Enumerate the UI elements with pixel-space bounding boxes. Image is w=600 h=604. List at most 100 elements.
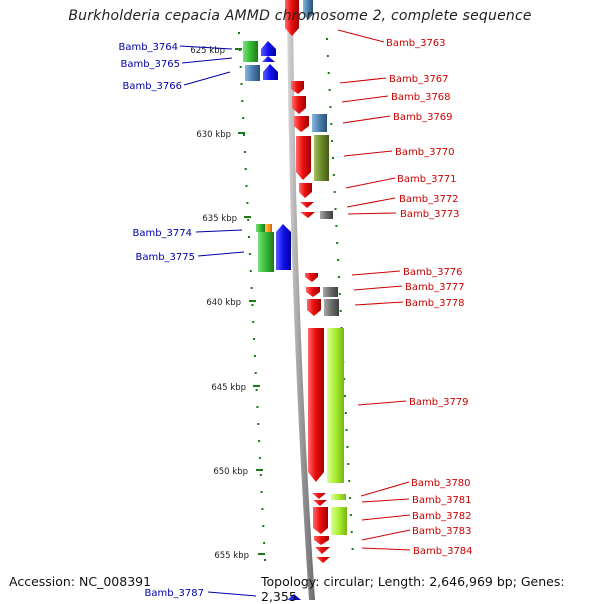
gene-bamb-3780[interactable] [312,493,326,499]
gene-label-bamb-3764[interactable]: Bamb_3764 [118,42,178,53]
tick-label: 645 kbp [211,383,246,393]
gene-label-bamb-3777[interactable]: Bamb_3777 [405,282,465,293]
gene-label-bamb-3774[interactable]: Bamb_3774 [132,228,192,239]
scale-dot [248,253,251,255]
gene-label-bamb-3771[interactable]: Bamb_3771 [397,174,457,185]
scale-dot [343,378,346,380]
gene-label-bamb-3782[interactable]: Bamb_3782 [412,511,472,522]
gene-bamb-3772[interactable] [300,202,314,208]
scale-dot [332,174,335,176]
accession-text: Accession: NC_008391 [9,574,152,589]
gene-labels: Bamb_3763 Bamb_3764 Bamb_3765 Bamb_3766 … [118,38,472,599]
gene-bamb-3778-match[interactable] [324,299,339,316]
scale-tick: 625 kbp [190,46,242,56]
gene-bamb-3764-match[interactable] [261,41,276,56]
gene-bamb-3777[interactable] [306,287,320,297]
gene-label-bamb-3784[interactable]: Bamb_3784 [413,546,473,557]
gene-bamb-3764[interactable] [243,41,258,62]
gene-label-bamb-3778[interactable]: Bamb_3778 [405,298,465,309]
scale-dot [350,531,353,533]
gene-bamb-3770[interactable] [296,136,311,180]
gene-bamb-3765[interactable] [262,56,275,62]
map-title: Burkholderia cepacia AMMD chromosome 2, … [68,8,532,24]
gene-bamb-3774-match[interactable] [265,224,272,234]
scale-dot [328,89,331,91]
gene-label-bamb-3768[interactable]: Bamb_3768 [391,92,451,103]
gene-bamb-3784-b[interactable] [316,557,330,563]
gene-bamb-3771[interactable] [299,183,312,198]
gene-bamb-3775[interactable] [258,232,274,272]
gene-label-bamb-3787[interactable]: Bamb_3787 [144,588,204,599]
scale-dot [338,293,341,295]
gene-bamb-3773-match[interactable] [320,211,333,219]
gene-bamb-3769-match[interactable] [312,114,327,132]
leader-lines [179,29,411,597]
scale-dot [333,191,336,193]
scale-dot [263,542,266,544]
tick-label: 640 kbp [206,298,241,308]
scale-dot [351,548,354,550]
scale-dot [258,440,261,442]
gene-bamb-3779[interactable] [308,328,324,482]
gene-bamb-3782-match[interactable] [331,507,347,535]
gene-label-bamb-3763[interactable]: Bamb_3763 [386,38,446,49]
gene-bamb-3774[interactable] [256,224,265,232]
scale-dot [243,134,245,136]
gene-bamb-3770-match[interactable] [314,135,329,181]
gene-label-bamb-3769[interactable]: Bamb_3769 [393,112,453,123]
gene-label-bamb-3767[interactable]: Bamb_3767 [389,74,449,85]
gene-label-bamb-3783[interactable]: Bamb_3783 [412,526,472,537]
scale-tick: 655 kbp [214,551,265,561]
gene-label-bamb-3766[interactable]: Bamb_3766 [122,81,182,92]
scale-dot [337,276,340,278]
scale-dot [250,287,253,289]
scale-dot [248,236,250,238]
scale-dot [335,225,338,227]
gene-bamb-3787[interactable] [287,594,301,600]
gene-label-bamb-3781[interactable]: Bamb_3781 [412,495,472,506]
scale-dot [329,106,332,108]
scale-dot [255,389,258,391]
scale-dot [262,525,265,527]
gene-bamb-3782[interactable] [313,507,328,534]
scale-dot [344,412,347,414]
gene-label-bamb-3779[interactable]: Bamb_3779 [409,397,469,408]
scale-dot [253,338,256,340]
gene-label-bamb-3765[interactable]: Bamb_3765 [120,59,180,70]
gene-bamb-3773[interactable] [300,212,315,218]
gene-bamb-3767[interactable] [291,81,304,94]
scale-dot [242,117,245,119]
gene-bamb-3776[interactable] [305,273,318,282]
scale-dot [326,55,329,57]
gene-bamb-3769[interactable] [294,116,309,132]
gene-bamb-3763[interactable] [285,0,299,36]
gene-label-bamb-3776[interactable]: Bamb_3776 [403,267,463,278]
gene-label-bamb-3773[interactable]: Bamb_3773 [400,209,460,220]
scale-dot [261,508,264,510]
scale-dot [240,83,243,85]
scale-dot [246,202,249,204]
gene-bamb-3778[interactable] [307,299,321,316]
gene-bamb-3781[interactable] [313,500,327,506]
gene-label-bamb-3772[interactable]: Bamb_3772 [399,194,459,205]
gene-label-bamb-3775[interactable]: Bamb_3775 [135,252,195,263]
tick-label: 650 kbp [213,467,248,477]
scale-dot [336,242,339,244]
scale-dot [327,72,330,74]
gene-bamb-3780-match[interactable] [331,494,346,500]
scale-tick: 630 kbp [196,130,245,140]
scale-dot [332,157,334,159]
gene-bamb-3766[interactable] [245,65,260,81]
gene-bamb-3766-match[interactable] [263,64,278,80]
gene-label-bamb-3770[interactable]: Bamb_3770 [395,147,455,158]
gene-bamb-3783[interactable] [314,536,329,545]
gene-bamb-3775-match[interactable] [276,224,291,270]
scale-dot [348,480,351,482]
gene-bamb-3763-match[interactable] [303,0,313,20]
scale-dot [258,457,261,459]
gene-label-bamb-3780[interactable]: Bamb_3780 [411,478,471,489]
gene-bamb-3768[interactable] [292,96,306,114]
gene-bamb-3779-match[interactable] [327,328,344,483]
gene-bamb-3784[interactable] [315,547,330,554]
gene-bamb-3777-match[interactable] [323,287,338,297]
